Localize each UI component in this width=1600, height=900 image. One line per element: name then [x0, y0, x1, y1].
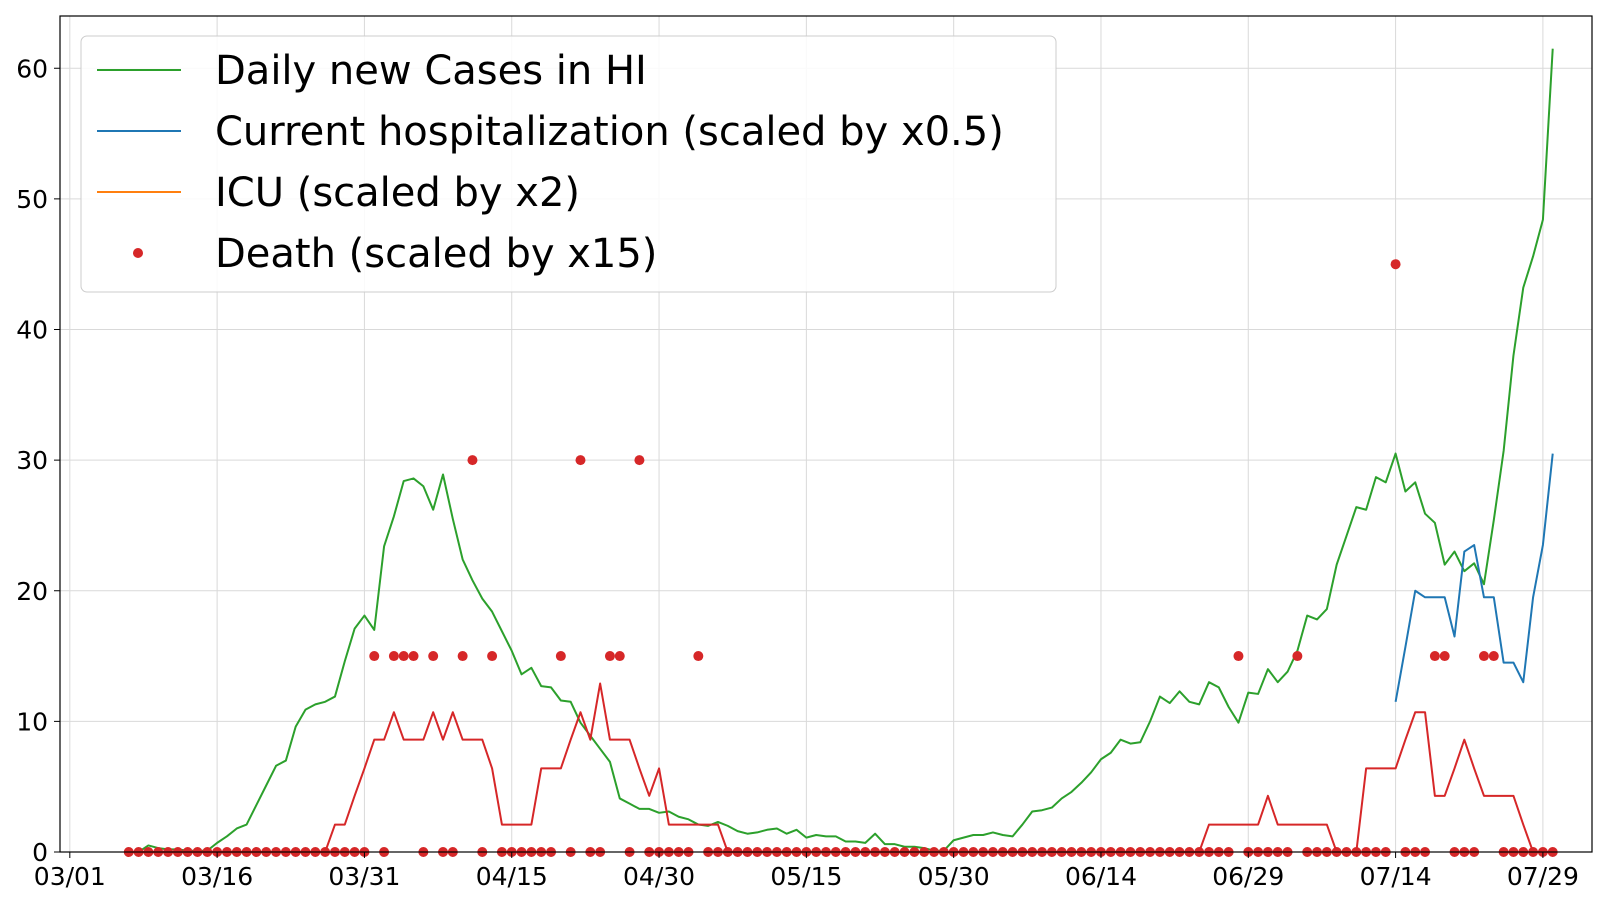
- y-tick-label: 50: [16, 185, 48, 214]
- data-point-death-scaled-by-x15: [604, 651, 615, 662]
- data-point-death-scaled-by-x15: [388, 651, 399, 662]
- series-line-daily-new-cases-in-hi: [128, 48, 1554, 853]
- y-tick-label: 10: [16, 707, 48, 736]
- legend-label: Current hospitalization (scaled by x0.5): [215, 109, 1004, 155]
- data-point-death-scaled-by-x15: [1390, 259, 1401, 270]
- x-tick-label: 05/15: [770, 862, 842, 891]
- plot-frame: [59, 15, 1593, 853]
- series-line-current-hospitalization-scaled-by-x0-5: [1394, 453, 1554, 702]
- data-point-death-scaled-by-x15: [1233, 651, 1244, 662]
- x-tick-label: 06/29: [1212, 862, 1284, 891]
- data-point-death-scaled-by-x15: [1439, 651, 1450, 662]
- data-point-death-scaled-by-x15: [1488, 651, 1499, 662]
- legend: Daily new Cases in HI Current hospitaliza…: [80, 35, 1057, 293]
- data-point-death-scaled-by-x15: [428, 651, 439, 662]
- y-tick-label: 20: [16, 577, 48, 606]
- x-tick-label: 03/16: [181, 862, 253, 891]
- legend-box: [80, 35, 1057, 293]
- legend-marker: [133, 248, 143, 258]
- legend-label: Death (scaled by x15): [215, 231, 657, 277]
- data-point-death-scaled-by-x15: [614, 651, 625, 662]
- data-point-death-scaled-by-x15: [369, 651, 380, 662]
- data-point-death-scaled-by-x15: [457, 651, 468, 662]
- data-point-death-scaled-by-x15: [693, 651, 704, 662]
- x-tick-label: 03/01: [34, 862, 106, 891]
- x-tick-label: 06/14: [1065, 862, 1137, 891]
- y-tick-label: 60: [16, 54, 48, 83]
- y-tick-label: 40: [16, 316, 48, 345]
- x-tick-label: 04/15: [476, 862, 548, 891]
- x-axis-ticks: 03/01 03/16 03/31 04/15 04/30 05/15 05/30 06/14…: [34, 852, 1579, 891]
- x-tick-label: 03/31: [328, 862, 400, 891]
- data-point-death-scaled-by-x15: [1478, 651, 1489, 662]
- data-point-death-scaled-by-x15: [634, 455, 645, 466]
- legend-label: Daily new Cases in HI: [215, 48, 647, 94]
- data-point-death-scaled-by-x15: [408, 651, 419, 662]
- y-tick-label: 0: [32, 838, 48, 867]
- data-point-death-scaled-by-x15: [1292, 651, 1303, 662]
- data-point-death-scaled-by-x15: [487, 651, 498, 662]
- data-point-death-scaled-by-x15: [398, 651, 409, 662]
- x-tick-label: 05/30: [918, 862, 990, 891]
- x-tick-label: 07/14: [1360, 862, 1432, 891]
- y-tick-label: 30: [16, 446, 48, 475]
- data-point-death-scaled-by-x15: [575, 455, 586, 466]
- x-tick-label: 07/29: [1507, 862, 1579, 891]
- data-point-death-scaled-by-x15: [555, 651, 566, 662]
- x-tick-label: 04/30: [623, 862, 695, 891]
- y-axis-ticks: 0 10 20 30 40 50 60: [16, 54, 60, 867]
- data-point-death-scaled-by-x15: [1429, 651, 1440, 662]
- legend-label: ICU (scaled by x2): [215, 170, 580, 216]
- data-point-death-scaled-by-x15: [467, 455, 478, 466]
